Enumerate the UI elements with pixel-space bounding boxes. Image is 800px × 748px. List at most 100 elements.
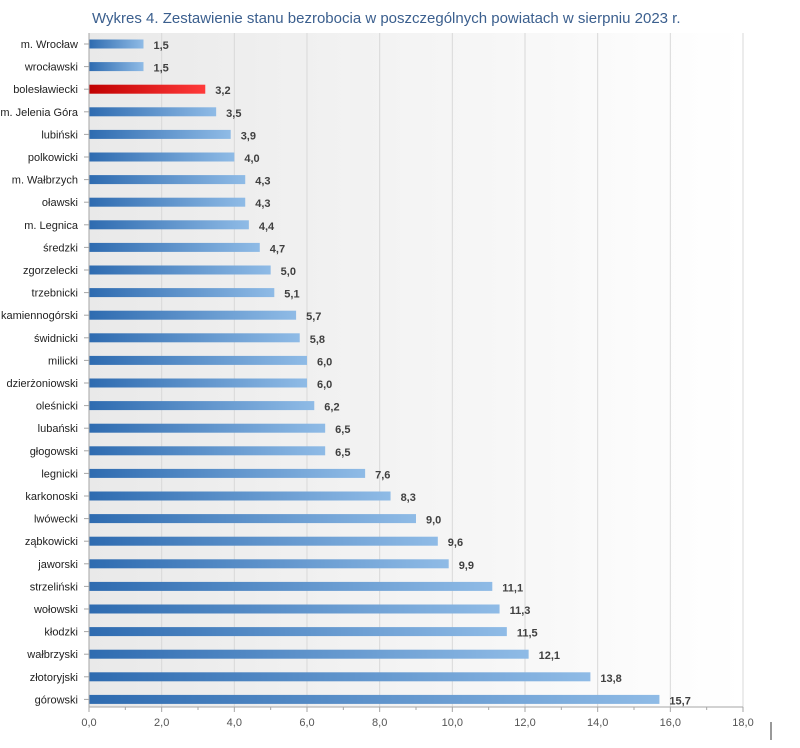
category-label: oławski [42, 197, 78, 209]
bar [89, 129, 231, 139]
category-label: bolesławiecki [13, 84, 78, 96]
bar [89, 423, 326, 433]
category-label: złotoryjski [30, 672, 78, 684]
category-label: milicki [48, 355, 78, 367]
data-label: 5,1 [284, 289, 299, 301]
x-tick-label: 6,0 [299, 717, 314, 729]
data-label: 9,0 [426, 515, 441, 527]
data-label: 6,2 [324, 402, 339, 414]
bar [89, 288, 275, 298]
category-label: trzebnicki [32, 288, 78, 300]
category-label: m. Jelenia Góra [0, 107, 79, 119]
x-axis: 0,0 2,0 4,0 6,0 8,0 10,0 12,0 14,0 16,0 18,0 [81, 33, 772, 740]
bar [89, 649, 529, 659]
bar-highlighted [89, 84, 206, 94]
data-label: 5,0 [281, 266, 296, 278]
bar [89, 107, 217, 117]
grid-lines [161, 33, 744, 707]
category-label: świdnicki [34, 333, 78, 345]
category-label: górowski [35, 694, 78, 706]
category-label: oleśnicki [36, 401, 78, 413]
bar [89, 355, 307, 365]
bar [89, 310, 297, 320]
category-label: m. Legnica [24, 220, 79, 232]
x-tick-label: 10,0 [442, 717, 463, 729]
data-label: 9,6 [448, 537, 463, 549]
category-label: dzierżoniowski [6, 378, 78, 390]
data-label: 3,9 [241, 130, 256, 142]
bar [89, 39, 144, 49]
data-label: 7,6 [375, 469, 390, 481]
data-label: 4,7 [270, 243, 285, 255]
category-label: kłodzki [44, 627, 78, 639]
category-label: m. Wrocław [21, 39, 78, 51]
category-label: lubański [38, 423, 78, 435]
data-label: 12,1 [539, 650, 560, 662]
data-label: 6,5 [335, 424, 350, 436]
bar [89, 333, 300, 343]
bar [89, 514, 416, 524]
x-tick-label: 8,0 [372, 717, 387, 729]
data-label: 4,0 [244, 153, 259, 165]
data-label: 4,3 [255, 176, 270, 188]
bar [89, 536, 438, 546]
x-tick-label: 2,0 [154, 717, 169, 729]
bar [89, 559, 449, 569]
data-label: 3,2 [215, 85, 230, 97]
bar [89, 197, 246, 207]
data-label: 5,7 [306, 311, 321, 323]
category-label: strzeliński [30, 581, 78, 593]
bar [89, 468, 366, 478]
plot-area [89, 33, 743, 707]
bar [89, 491, 391, 501]
bar [89, 446, 326, 456]
category-label: lwówecki [34, 514, 78, 526]
bar [89, 694, 660, 704]
x-tick-label: 12,0 [514, 717, 535, 729]
category-label: głogowski [30, 446, 78, 458]
category-label: lubiński [41, 129, 78, 141]
data-label: 11,3 [510, 605, 531, 617]
category-label: karkonoski [25, 491, 78, 503]
data-label: 5,8 [310, 334, 325, 346]
category-label: wałbrzyski [26, 649, 78, 661]
data-label: 6,5 [335, 447, 350, 459]
x-tick-label: 0,0 [81, 717, 96, 729]
data-label: 1,5 [154, 63, 169, 75]
bars: m. Wrocław 1,5 wrocławski 1,5 bolesławiecki 3… [0, 39, 691, 707]
data-label: 6,0 [317, 379, 332, 391]
category-label: ząbkowicki [25, 536, 78, 548]
data-label: 4,3 [255, 198, 270, 210]
data-label: 3,5 [226, 108, 241, 120]
data-label: 1,5 [154, 40, 169, 52]
bar [89, 604, 500, 614]
x-tick-label: 14,0 [587, 717, 608, 729]
category-label: legnicki [41, 468, 78, 480]
bar [89, 152, 235, 162]
bar [89, 62, 144, 72]
bar [89, 220, 249, 230]
bar [89, 378, 307, 388]
bar [89, 627, 507, 637]
x-tick-label: 18,0 [732, 717, 753, 729]
x-tick-label: 16,0 [660, 717, 681, 729]
x-tick-label: 4,0 [227, 717, 242, 729]
category-label: wołowski [33, 604, 78, 616]
bar [89, 265, 271, 275]
data-label: 6,0 [317, 356, 332, 368]
category-label: kamiennogórski [1, 310, 78, 322]
bar [89, 242, 260, 252]
category-label: m. Wałbrzych [12, 175, 78, 187]
category-label: polkowicki [28, 152, 78, 164]
bar [89, 401, 315, 411]
data-label: 8,3 [401, 492, 416, 504]
category-label: zgorzelecki [23, 265, 78, 277]
bar [89, 581, 493, 591]
data-label: 13,8 [600, 673, 621, 685]
category-label: wrocławski [24, 62, 78, 74]
bar [89, 672, 591, 682]
category-label: średzki [43, 242, 78, 254]
category-label: jaworski [37, 559, 78, 571]
bar [89, 175, 246, 185]
data-label: 11,1 [502, 582, 523, 594]
